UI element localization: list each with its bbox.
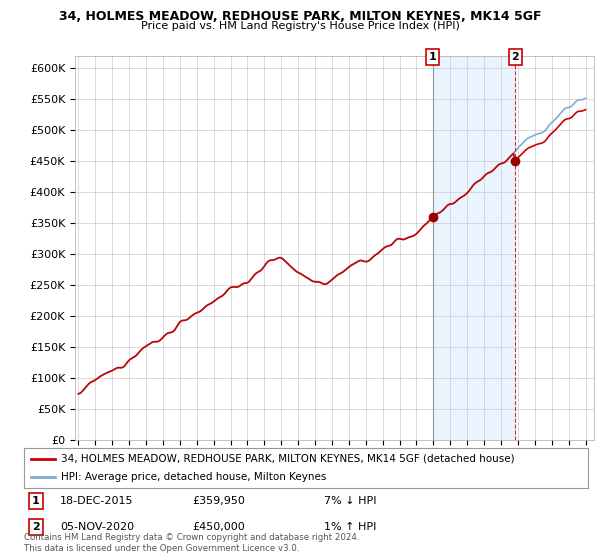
Text: 1% ↑ HPI: 1% ↑ HPI [324,522,376,532]
Text: £450,000: £450,000 [192,522,245,532]
Text: 1: 1 [32,496,40,506]
Text: 7% ↓ HPI: 7% ↓ HPI [324,496,377,506]
Text: Price paid vs. HM Land Registry's House Price Index (HPI): Price paid vs. HM Land Registry's House … [140,21,460,31]
Text: 18-DEC-2015: 18-DEC-2015 [60,496,133,506]
Text: 2: 2 [511,52,519,62]
Text: HPI: Average price, detached house, Milton Keynes: HPI: Average price, detached house, Milt… [61,473,326,482]
Text: 05-NOV-2020: 05-NOV-2020 [60,522,134,532]
Text: Contains HM Land Registry data © Crown copyright and database right 2024.
This d: Contains HM Land Registry data © Crown c… [24,533,359,553]
Text: 2: 2 [32,522,40,532]
Text: 34, HOLMES MEADOW, REDHOUSE PARK, MILTON KEYNES, MK14 5GF: 34, HOLMES MEADOW, REDHOUSE PARK, MILTON… [59,10,541,23]
Text: 34, HOLMES MEADOW, REDHOUSE PARK, MILTON KEYNES, MK14 5GF (detached house): 34, HOLMES MEADOW, REDHOUSE PARK, MILTON… [61,454,514,464]
Text: £359,950: £359,950 [192,496,245,506]
Text: 1: 1 [429,52,437,62]
